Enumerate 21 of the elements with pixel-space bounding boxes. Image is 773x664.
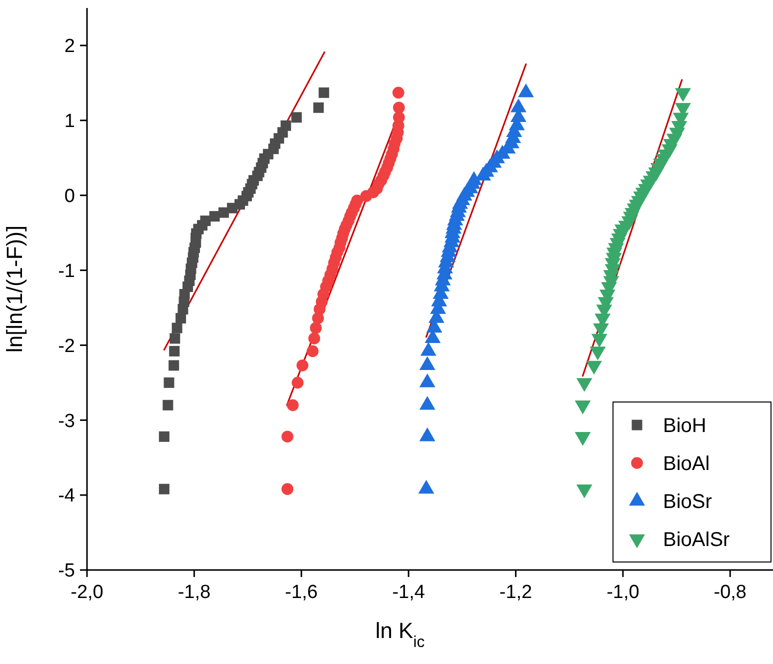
y-tick-label: 2 bbox=[64, 36, 75, 58]
x-tick-label: -1,8 bbox=[178, 582, 211, 603]
x-tick-label: -2,0 bbox=[70, 582, 104, 603]
x-tick-label: -1,4 bbox=[392, 582, 426, 603]
x-tick-label: -1,0 bbox=[606, 582, 640, 603]
y-tick-label: -3 bbox=[58, 410, 75, 432]
legend-label: BioAlSr bbox=[663, 529, 730, 551]
x-axis-title: ln K$_{ic}$ bbox=[375, 618, 425, 650]
y-tick-label: -2 bbox=[58, 336, 75, 357]
y-tick-label: -4 bbox=[58, 486, 76, 507]
x-tick-label: -1,2 bbox=[499, 582, 532, 603]
x-tick-label: -0,8 bbox=[714, 582, 746, 603]
y-tick-label: -5 bbox=[58, 560, 75, 582]
legend-label: BioH bbox=[663, 415, 706, 437]
legend-label: BioAl bbox=[663, 453, 710, 475]
legend-label: BioSr bbox=[663, 491, 712, 513]
y-tick-label: 0 bbox=[64, 186, 75, 207]
y-axis-title: ln[ln(1/(1-F))] bbox=[2, 225, 27, 353]
y-tick-label: -1 bbox=[58, 260, 75, 282]
x-tick-label: -1,6 bbox=[285, 582, 318, 603]
y-tick-label: 1 bbox=[64, 111, 75, 132]
